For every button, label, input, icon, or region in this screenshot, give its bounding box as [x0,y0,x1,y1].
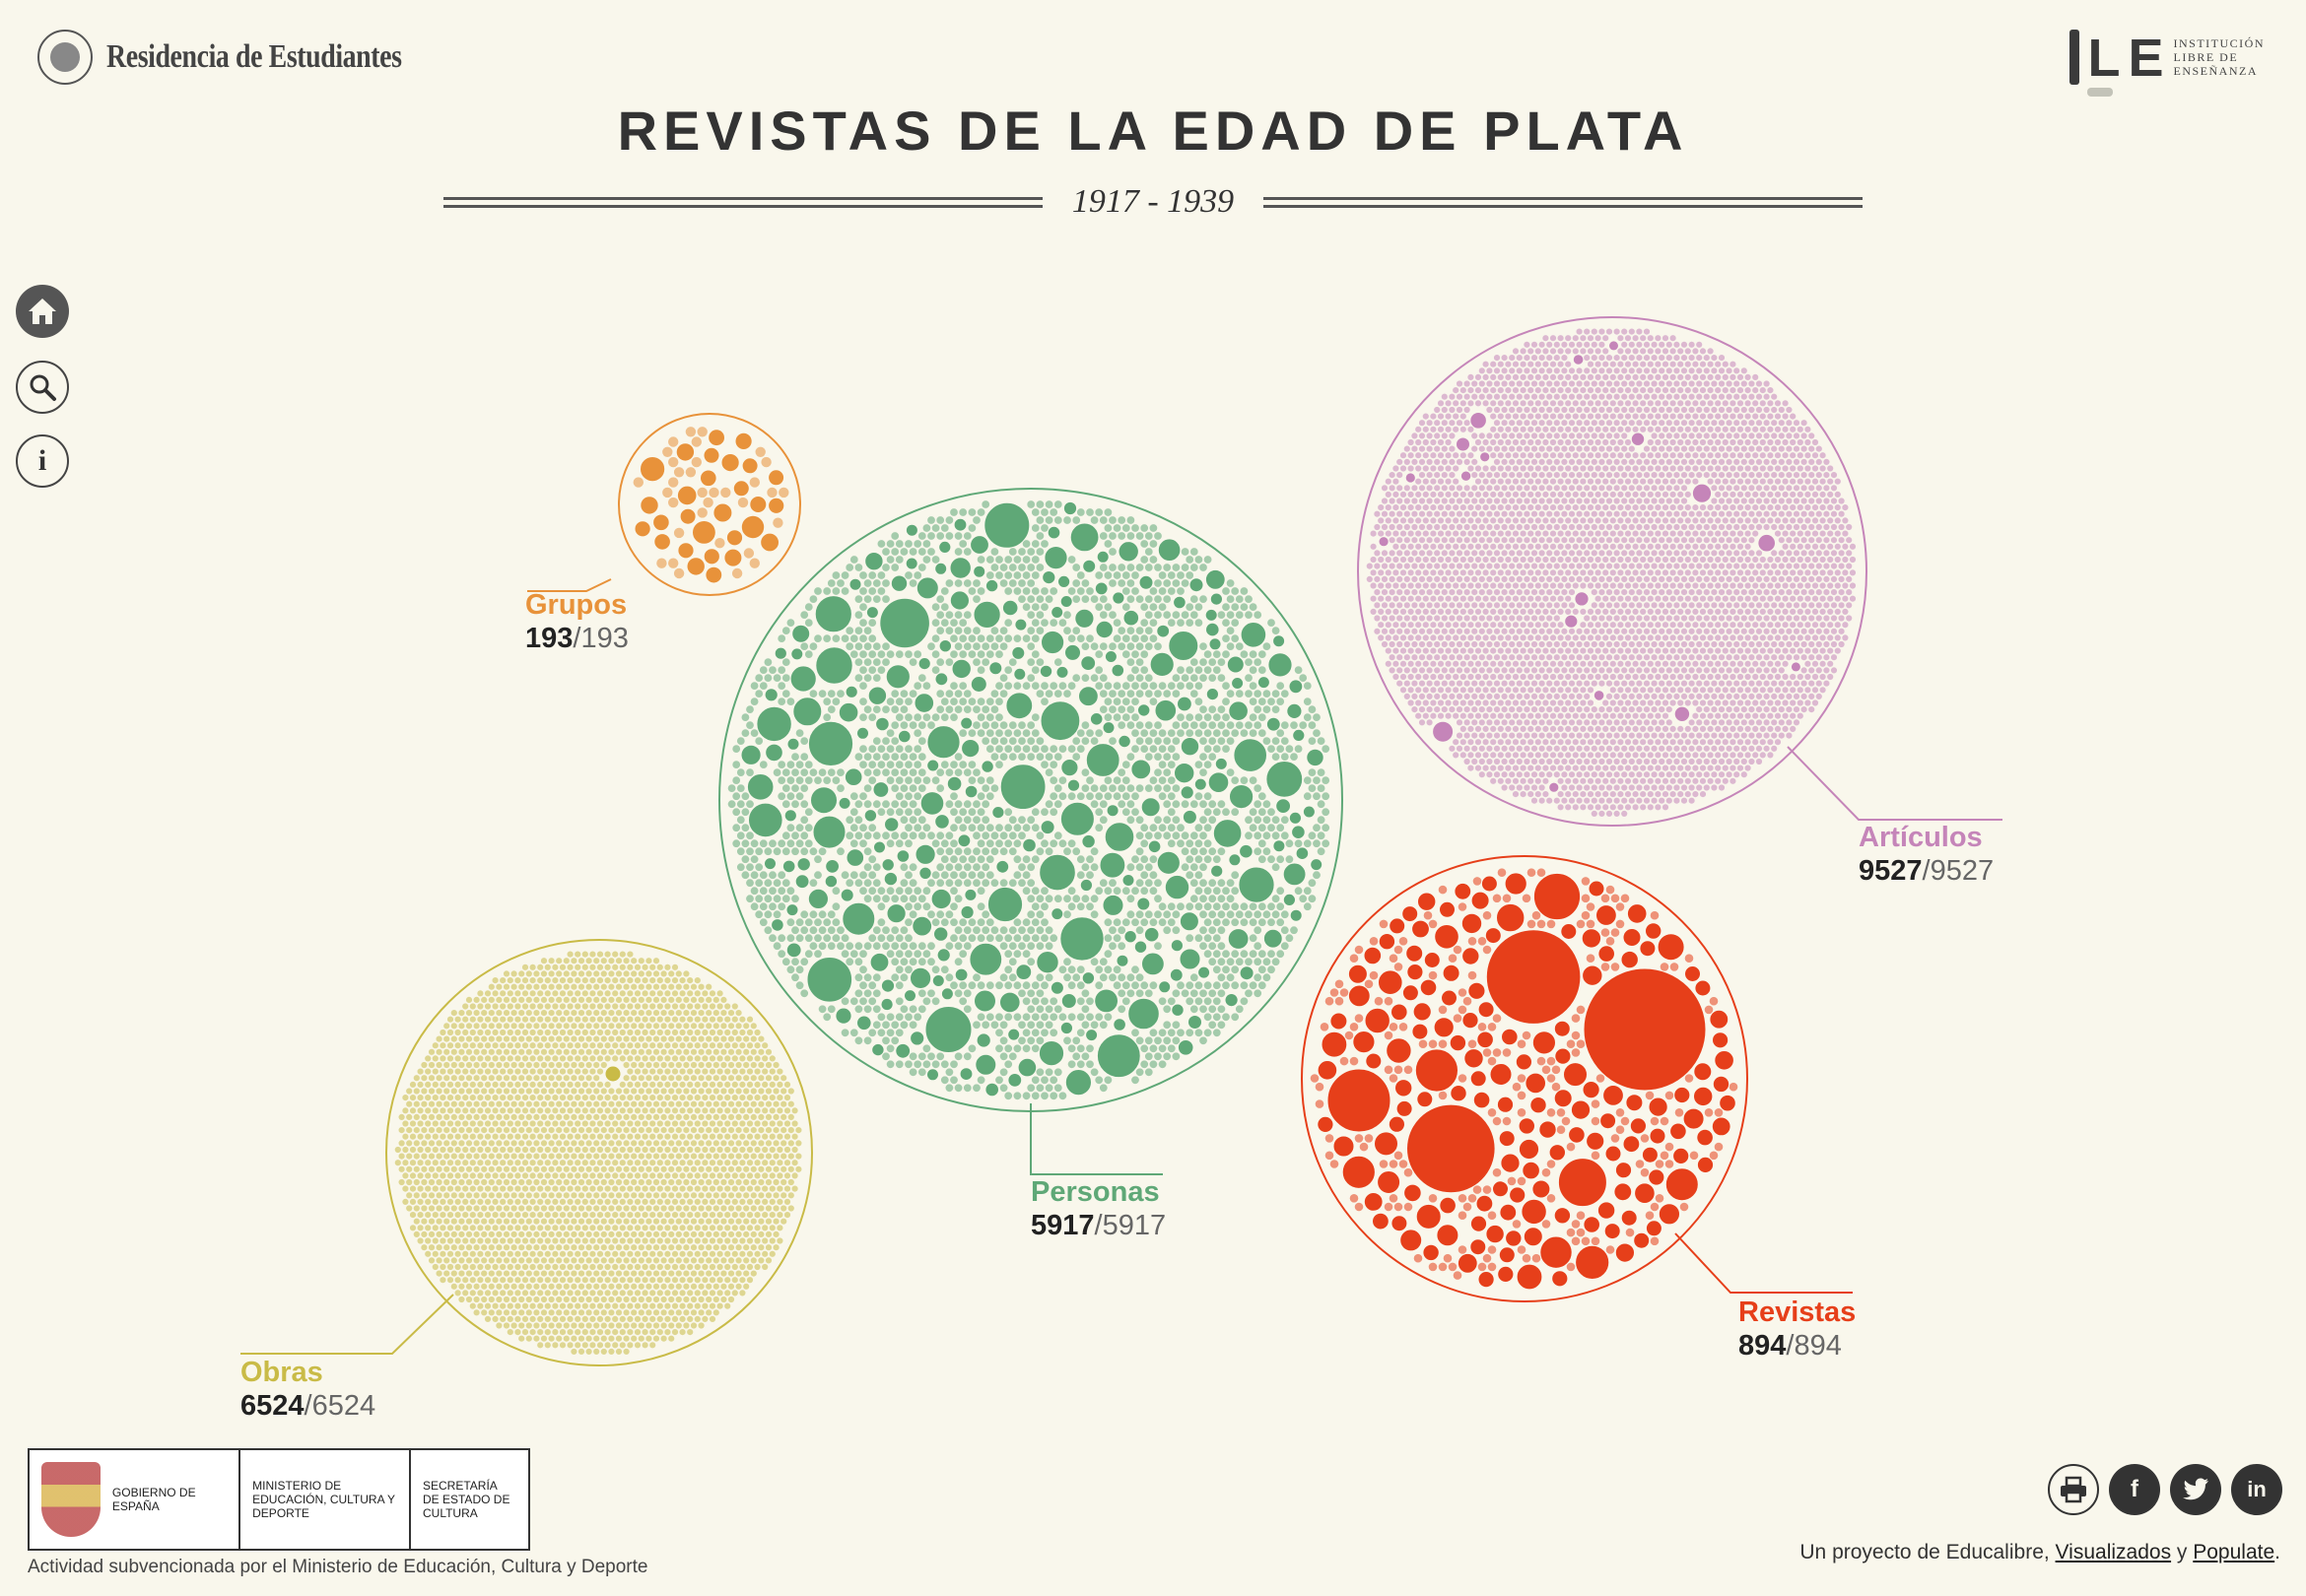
populate-link[interactable]: Populate [2193,1541,2275,1563]
government-logos[interactable]: Gobierno de España Ministerio de Educaci… [28,1448,530,1551]
group-label-personas[interactable]: Personas 5917/5917 [1031,1176,1167,1241]
search-button[interactable] [16,361,69,414]
cluster-bubbles [1378,340,1801,793]
cluster-bubbles [740,500,1324,1097]
group-label-obras[interactable]: Obras 6524/6524 [240,1357,376,1422]
bubble-cluster-grupos[interactable] [527,413,801,596]
subtitle-row: 1917 - 1939 [443,183,1864,221]
bubble-cluster-personas[interactable] [718,488,1343,1175]
print-icon [2061,1476,2086,1503]
gobierno-cell: Gobierno de España [30,1450,241,1549]
label-leader-line [1030,1103,1163,1175]
cluster-outline [1357,316,1867,827]
cluster-texture [394,950,803,1356]
group-label-grupos[interactable]: Grupos 193/193 [525,589,629,654]
residencia-logo-text: Residencia de Estudiantes [106,38,402,75]
cluster-outline [618,413,801,596]
print-button[interactable] [2048,1464,2099,1515]
cluster-outline [1301,855,1748,1302]
credits: Un proyecto de Educalibre, Visualizados … [1799,1541,2280,1563]
bubble-cluster-obras[interactable] [240,939,813,1366]
label-leader-line [527,578,612,592]
search-icon [30,374,56,401]
twitter-button[interactable] [2170,1464,2221,1515]
cluster-outline [385,939,813,1366]
twitter-icon [2183,1478,2208,1500]
cluster-texture [727,499,1330,1100]
coat-of-arms-icon [41,1462,101,1537]
facebook-button[interactable]: f [2109,1464,2160,1515]
ministerio-cell: Ministerio de Educación, Cultura y Depor… [240,1450,411,1549]
ile-logo-text: INSTITUCIÓN LIBRE DE ENSEÑANZA [2173,36,2265,78]
bubble-cluster-revistas[interactable] [1301,855,1853,1302]
label-leader-line [1674,1232,1853,1294]
secretaria-cell: Secretaría de Estado de Cultura [422,1479,510,1520]
residencia-emblem-icon [37,30,93,85]
social-bar: f in [2048,1464,2282,1515]
cluster-texture [1310,867,1738,1281]
group-label-revistas[interactable]: Revistas 894/894 [1738,1297,1857,1362]
cluster-texture [1366,327,1857,818]
cluster-bubbles [604,1065,622,1083]
footer-government: Gobierno de España Ministerio de Educaci… [28,1448,647,1578]
label-leader-line [1787,746,2002,821]
info-button[interactable]: i [16,434,69,488]
home-icon [29,299,56,324]
cluster-bubbles [634,429,785,584]
divider-left [443,196,1043,208]
visualizados-link[interactable]: Visualizados [2055,1541,2172,1563]
group-label-articulos[interactable]: Artículos 9527/9527 [1859,822,1995,887]
page-subtitle: 1917 - 1939 [1071,183,1235,220]
linkedin-icon: in [2247,1477,2267,1501]
home-button[interactable] [16,285,69,338]
cluster-texture [632,426,790,579]
page-title: REVISTAS DE LA EDAD DE PLATA [617,100,1689,162]
funding-note: Actividad subvencionada por el Ministeri… [28,1557,648,1577]
linkedin-button[interactable]: in [2231,1464,2282,1515]
info-icon: i [37,444,47,477]
residencia-logo[interactable]: Residencia de Estudiantes [37,30,466,85]
facebook-icon: f [2131,1476,2138,1502]
divider-right [1263,196,1864,208]
label-leader-line [240,1294,454,1355]
bubble-cluster-articulos[interactable] [1357,316,2002,827]
cluster-bubbles [1317,872,1736,1291]
